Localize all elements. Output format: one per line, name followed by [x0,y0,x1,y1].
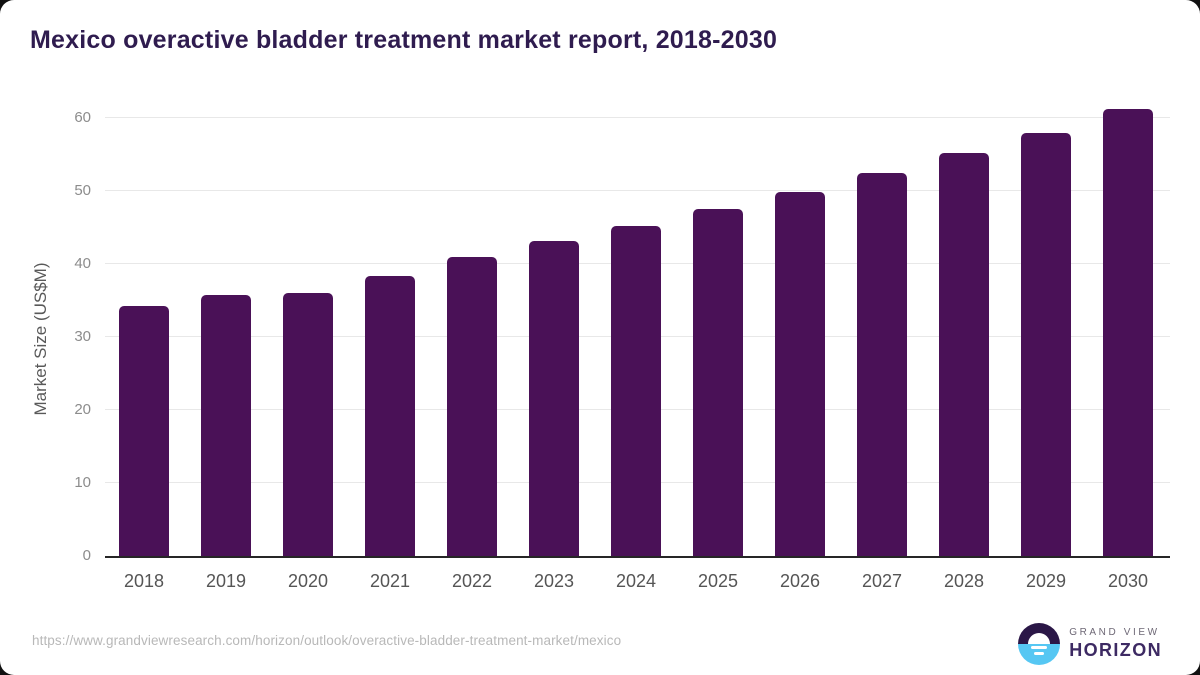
x-tick-label-2023: 2023 [533,571,575,591]
logo-brand-name: GRAND VIEW [1069,627,1160,638]
bar-2028 [939,153,989,556]
x-tick-label-2022: 2022 [451,571,493,591]
y-tick-label-30: 30 [74,328,91,345]
bar-2027 [857,173,907,556]
x-tick-label-2030: 2030 [1107,571,1149,591]
y-tick-label-20: 20 [74,401,91,418]
bar-2030 [1103,109,1153,556]
bar-2019 [201,295,251,556]
sunrise-horizon-icon [1018,623,1061,665]
source-url: https://www.grandviewresearch.com/horizo… [32,633,622,648]
bar-2018 [119,306,169,556]
bar-chart-plot-area: 0 10 20 30 40 50 60 2018 2019 2020 2021 2022 2023 202… [74,109,1170,591]
reflection-bar-2 [1034,651,1045,655]
logo-text: GRAND VIEW HORIZON [1069,627,1162,661]
x-tick-label-2018: 2018 [123,571,165,591]
logo-product-name: HORIZON [1069,640,1162,660]
x-tick-label-2024: 2024 [615,571,657,591]
bar-2020 [283,293,333,556]
sun-dome-shape [1028,633,1051,644]
bar-2021 [365,275,415,556]
footer: https://www.grandviewresearch.com/horizo… [0,603,1200,675]
bar-2026 [775,191,825,556]
x-tick-label-2020: 2020 [287,571,329,591]
bar-2029 [1021,132,1071,556]
bar-2025 [693,209,743,556]
grandview-horizon-logo: GRAND VIEW HORIZON [1018,623,1162,665]
y-tick-label-40: 40 [74,255,91,272]
x-tick-label-2027: 2027 [861,571,903,591]
reflection-bar-1 [1031,646,1048,649]
bar-2023 [529,241,579,556]
x-tick-label-2025: 2025 [697,571,739,591]
bar-2024 [611,226,661,556]
y-tick-label-10: 10 [74,474,91,491]
x-tick-label-2019: 2019 [205,571,247,591]
x-tick-label-2029: 2029 [1025,571,1067,591]
chart-title: Mexico overactive bladder treatment mark… [30,26,778,54]
gridline-y-60 [105,117,1170,118]
x-tick-label-2021: 2021 [369,571,411,591]
bar-2022 [447,256,497,556]
x-tick-label-2028: 2028 [943,571,985,591]
y-tick-label-0: 0 [82,547,91,564]
x-tick-label-2026: 2026 [779,571,821,591]
gridline-y-50 [105,190,1170,191]
y-tick-label-50: 50 [74,182,91,199]
y-tick-label-60: 60 [74,109,91,126]
